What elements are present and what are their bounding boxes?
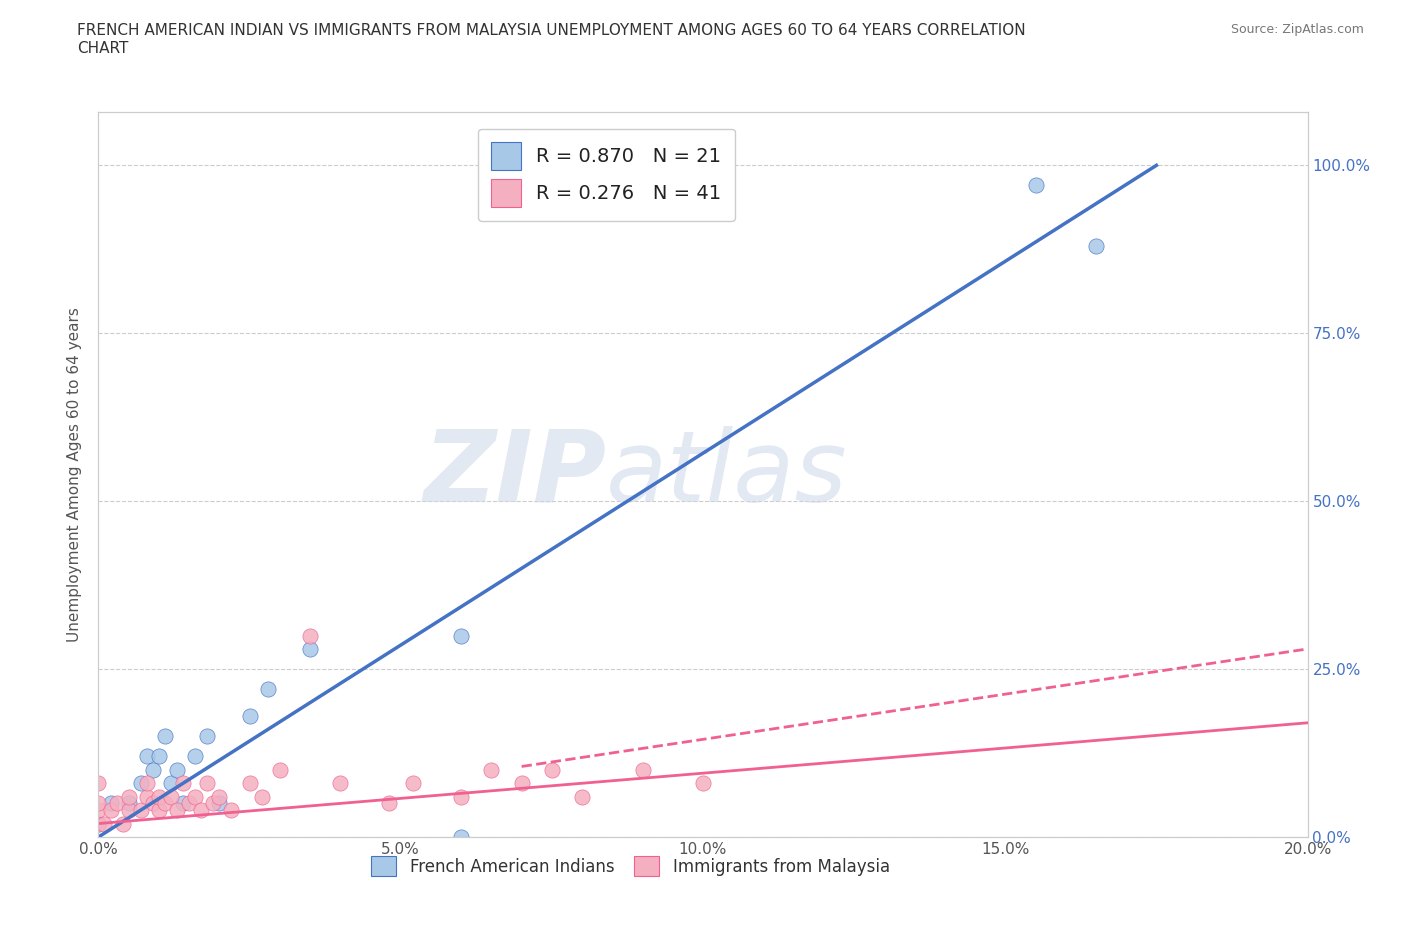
- Point: [100, 796, 122, 811]
- Point: [129, 776, 152, 790]
- Point: [111, 817, 134, 831]
- Point: [450, 790, 472, 804]
- Point: [510, 776, 533, 790]
- Point: [118, 790, 141, 804]
- Point: [93, 817, 115, 831]
- Y-axis label: Unemployment Among Ages 60 to 64 years: Unemployment Among Ages 60 to 64 years: [67, 307, 83, 642]
- Point: [118, 803, 141, 817]
- Point: [172, 776, 194, 790]
- Point: [1024, 178, 1046, 193]
- Point: [631, 763, 654, 777]
- Point: [299, 642, 322, 657]
- Point: [692, 776, 714, 790]
- Point: [135, 790, 157, 804]
- Point: [250, 790, 273, 804]
- Point: [256, 682, 278, 697]
- Point: [172, 796, 194, 811]
- Text: ZIP: ZIP: [423, 426, 606, 523]
- Legend: French American Indians, Immigrants from Malaysia: French American Indians, Immigrants from…: [364, 849, 897, 884]
- Point: [160, 776, 183, 790]
- Point: [195, 776, 218, 790]
- Point: [481, 763, 503, 777]
- Point: [166, 763, 188, 777]
- Point: [571, 790, 593, 804]
- Point: [179, 796, 201, 811]
- Point: [129, 803, 152, 817]
- Point: [160, 790, 183, 804]
- Point: [450, 628, 472, 643]
- Point: [239, 776, 262, 790]
- Text: FRENCH AMERICAN INDIAN VS IMMIGRANTS FROM MALAYSIA UNEMPLOYMENT AMONG AGES 60 TO: FRENCH AMERICAN INDIAN VS IMMIGRANTS FRO…: [77, 23, 1026, 56]
- Point: [153, 729, 176, 744]
- Point: [135, 749, 157, 764]
- Point: [402, 776, 425, 790]
- Point: [153, 796, 176, 811]
- Point: [299, 628, 322, 643]
- Point: [105, 796, 128, 811]
- Point: [87, 796, 110, 811]
- Point: [184, 749, 207, 764]
- Point: [142, 796, 165, 811]
- Point: [329, 776, 352, 790]
- Point: [450, 830, 472, 844]
- Point: [195, 729, 218, 744]
- Point: [87, 803, 110, 817]
- Point: [135, 776, 157, 790]
- Point: [87, 817, 110, 831]
- Point: [184, 790, 207, 804]
- Point: [118, 796, 141, 811]
- Text: Source: ZipAtlas.com: Source: ZipAtlas.com: [1230, 23, 1364, 36]
- Point: [540, 763, 562, 777]
- Point: [190, 803, 212, 817]
- Point: [221, 803, 243, 817]
- Point: [377, 796, 399, 811]
- Point: [202, 796, 225, 811]
- Point: [208, 790, 231, 804]
- Point: [166, 803, 188, 817]
- Point: [142, 763, 165, 777]
- Point: [148, 790, 170, 804]
- Point: [87, 817, 110, 831]
- Point: [87, 776, 110, 790]
- Point: [239, 709, 262, 724]
- Point: [208, 796, 231, 811]
- Point: [148, 803, 170, 817]
- Point: [269, 763, 291, 777]
- Point: [1085, 238, 1108, 253]
- Point: [148, 749, 170, 764]
- Point: [100, 803, 122, 817]
- Text: atlas: atlas: [606, 426, 848, 523]
